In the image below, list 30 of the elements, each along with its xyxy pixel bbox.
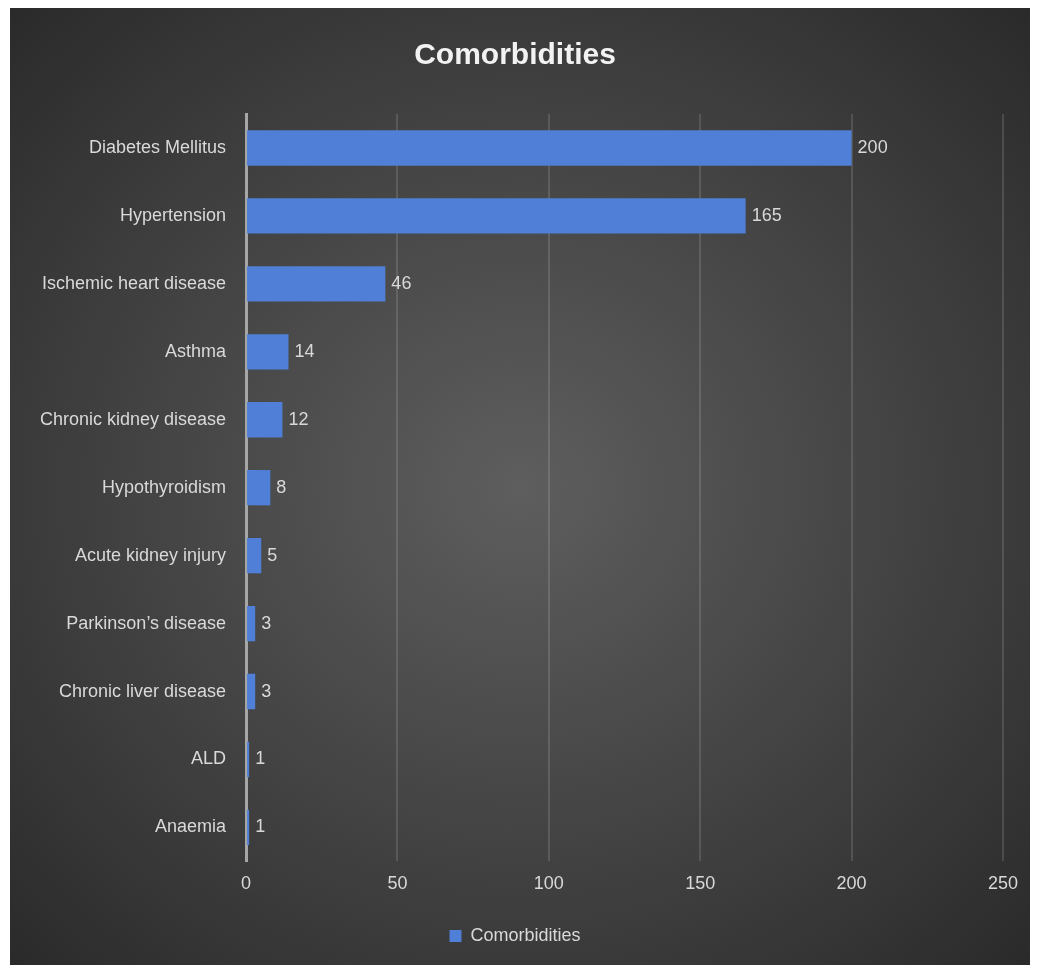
- data-label: 5: [267, 544, 278, 565]
- y-tick-label: Asthma: [165, 340, 228, 361]
- y-tick-label: Hypertension: [120, 204, 227, 225]
- y-tick-label: Ischemic heart disease: [42, 272, 227, 293]
- x-tick-label: 50: [387, 873, 408, 894]
- y-tick-label: Diabetes Mellitus: [89, 136, 227, 157]
- data-label: 1: [255, 748, 266, 769]
- x-tick-label: 0: [241, 873, 252, 894]
- data-label: 14: [294, 340, 315, 361]
- y-tick-label: ALD: [191, 748, 227, 769]
- y-tick-label: Chronic kidney disease: [39, 408, 227, 429]
- x-tick-label: 250: [987, 873, 1019, 894]
- data-label: 1: [255, 816, 266, 837]
- y-tick-label: Parkinson’s disease: [66, 612, 227, 633]
- legend-label: Comorbidities: [470, 924, 581, 945]
- data-label: 200: [857, 136, 888, 157]
- data-label: 165: [751, 204, 782, 225]
- data-label: 12: [288, 408, 309, 429]
- y-tick-label: Chronic liver disease: [59, 680, 227, 701]
- y-tick-label: Hypothyroidism: [102, 476, 227, 497]
- data-label: 46: [391, 272, 412, 293]
- y-tick-label: Acute kidney injury: [75, 544, 227, 565]
- data-label: 3: [261, 680, 272, 701]
- data-label: 8: [276, 476, 287, 497]
- data-label: 3: [261, 612, 272, 633]
- x-tick-label: 100: [533, 873, 564, 894]
- x-tick-label: 150: [685, 873, 716, 894]
- y-tick-label: Anaemia: [155, 816, 228, 837]
- chart-title: Comorbidities: [414, 37, 616, 71]
- x-tick-label: 200: [836, 873, 867, 894]
